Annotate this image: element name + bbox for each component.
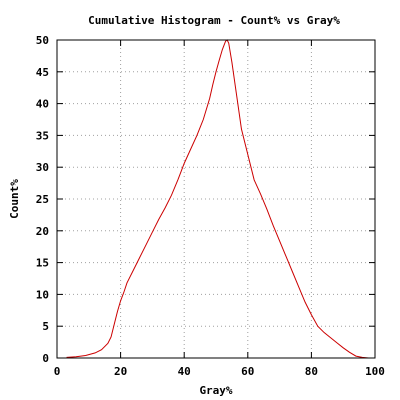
- x-tick-label: 20: [114, 365, 127, 378]
- y-tick-label: 30: [36, 161, 49, 174]
- series-line: [66, 39, 369, 359]
- x-tick-label: 60: [241, 365, 254, 378]
- x-tick-label: 80: [305, 365, 318, 378]
- grid: [57, 40, 375, 358]
- y-axis-label: Count%: [8, 179, 21, 219]
- y-tick-label: 10: [36, 288, 49, 301]
- y-tick-label: 50: [36, 34, 49, 47]
- x-tick-label: 40: [178, 365, 191, 378]
- plot-frame: [56, 39, 376, 359]
- y-tick-label: 25: [36, 193, 49, 206]
- y-tick-label: 0: [42, 352, 49, 365]
- y-tick-label: 5: [42, 320, 49, 333]
- chart-title: Cumulative Histogram - Count% vs Gray%: [88, 14, 340, 27]
- y-tick-label: 20: [36, 225, 49, 238]
- series: [66, 39, 369, 359]
- y-tick-label: 15: [36, 257, 49, 270]
- y-tick-label: 40: [36, 98, 49, 111]
- x-tick-label: 0: [54, 365, 61, 378]
- x-axis-label: Gray%: [199, 384, 232, 397]
- y-tick-label: 35: [36, 129, 49, 142]
- x-tick-label: 100: [365, 365, 385, 378]
- y-tick-label: 45: [36, 66, 49, 79]
